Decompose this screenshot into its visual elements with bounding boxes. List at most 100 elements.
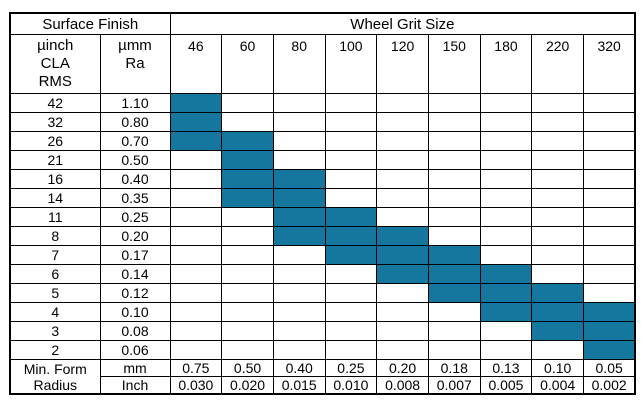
grit-cell-filled [221,150,274,170]
table-row: 21 0.50 [9,150,636,170]
grit-cell-filled [376,245,429,265]
grit-cell [376,321,429,341]
grit-cell-filled [169,131,223,151]
table-row: 16 0.40 [9,169,636,189]
inch-value: 0.002 [583,376,636,395]
grit-cell [531,188,584,208]
grit-cell [427,340,481,360]
table-row: 32 0.80 [9,112,636,132]
grit-cell [169,321,223,341]
grit-cell [324,321,378,341]
table-row: 14 0.35 [9,188,636,208]
grit-cell [221,245,274,265]
grit-cell [272,150,326,170]
grit-cell [531,131,584,151]
grit-cell [169,150,223,170]
grit-cell-filled [324,245,378,265]
grit-cell [169,226,223,246]
grit-cell-filled [583,302,636,322]
grit-cell [324,93,378,113]
grit-cell [531,93,584,113]
umm-value: 0.50 [99,150,171,170]
grit-cell [583,150,636,170]
grit-cell [272,321,326,341]
inch-value: 0.007 [427,376,481,395]
grit-size-column-header: 100 [324,34,378,94]
grit-cell [221,207,274,227]
grit-cell-filled [324,226,378,246]
grit-cell-filled [427,245,481,265]
grit-cell [169,207,223,227]
grit-cell [324,131,378,151]
grit-cell-filled [169,112,223,132]
uinch-value: 16 [9,169,101,189]
umm-value: 0.35 [99,188,171,208]
grit-cell [272,283,326,303]
grit-size-column-header: 120 [376,34,429,94]
grit-cell [583,169,636,189]
grit-cell [376,112,429,132]
grit-cell-filled [583,321,636,341]
uinch-value: 8 [9,226,101,246]
grit-cell [427,131,481,151]
grit-size-column-header: 46 [169,34,223,94]
grit-cell [272,245,326,265]
grit-cell-filled [531,321,584,341]
grit-cell [479,207,533,227]
grit-cell [169,188,223,208]
grit-cell [427,150,481,170]
grit-cell [272,340,326,360]
grit-cell [531,264,584,284]
inch-value: 0.030 [169,376,223,395]
grit-cell [479,188,533,208]
grit-cell-filled [376,226,429,246]
grit-cell-filled [272,207,326,227]
uinch-value: 7 [9,245,101,265]
table-row: 3 0.08 [9,321,636,341]
umm-value: 0.80 [99,112,171,132]
surface-finish-header: Surface Finish [9,12,171,35]
inch-value: 0.008 [376,376,429,395]
grit-cell [169,245,223,265]
mm-unit-label: mm [99,359,171,377]
umm-value: 0.20 [99,226,171,246]
grit-cell [169,264,223,284]
grit-cell-filled [272,188,326,208]
grit-cell [376,340,429,360]
grit-cell [324,283,378,303]
grit-cell-filled [272,169,326,189]
grit-cell [583,93,636,113]
umm-value: 0.12 [99,283,171,303]
table-row: 8 0.20 [9,226,636,246]
grit-cell [376,302,429,322]
grit-cell [169,283,223,303]
uinch-value: 14 [9,188,101,208]
grit-cell [583,226,636,246]
grit-cell [583,188,636,208]
grit-cell [479,93,533,113]
uinch-value: 32 [9,112,101,132]
grit-cell [583,207,636,227]
grit-cell [479,131,533,151]
grit-cell [376,188,429,208]
grit-size-column-header: 320 [583,34,636,94]
grit-cell [427,169,481,189]
grit-cell [531,245,584,265]
grit-size-column-header: 180 [479,34,533,94]
grit-cell [583,264,636,284]
grit-cell [324,264,378,284]
table-row: 2 0.06 [9,340,636,360]
umm-value: 0.06 [99,340,171,360]
grit-cell [531,150,584,170]
umm-value: 0.70 [99,131,171,151]
table-header-row: Surface Finish Wheel Grit Size [9,12,636,35]
grit-cell [169,169,223,189]
mm-value: 0.25 [324,359,378,377]
mm-value: 0.05 [583,359,636,377]
grit-cell [324,188,378,208]
inch-value: 0.004 [531,376,584,395]
grit-cell [479,112,533,132]
uinch-value: 2 [9,340,101,360]
uinch-value: 26 [9,131,101,151]
grit-cell-filled [272,226,326,246]
